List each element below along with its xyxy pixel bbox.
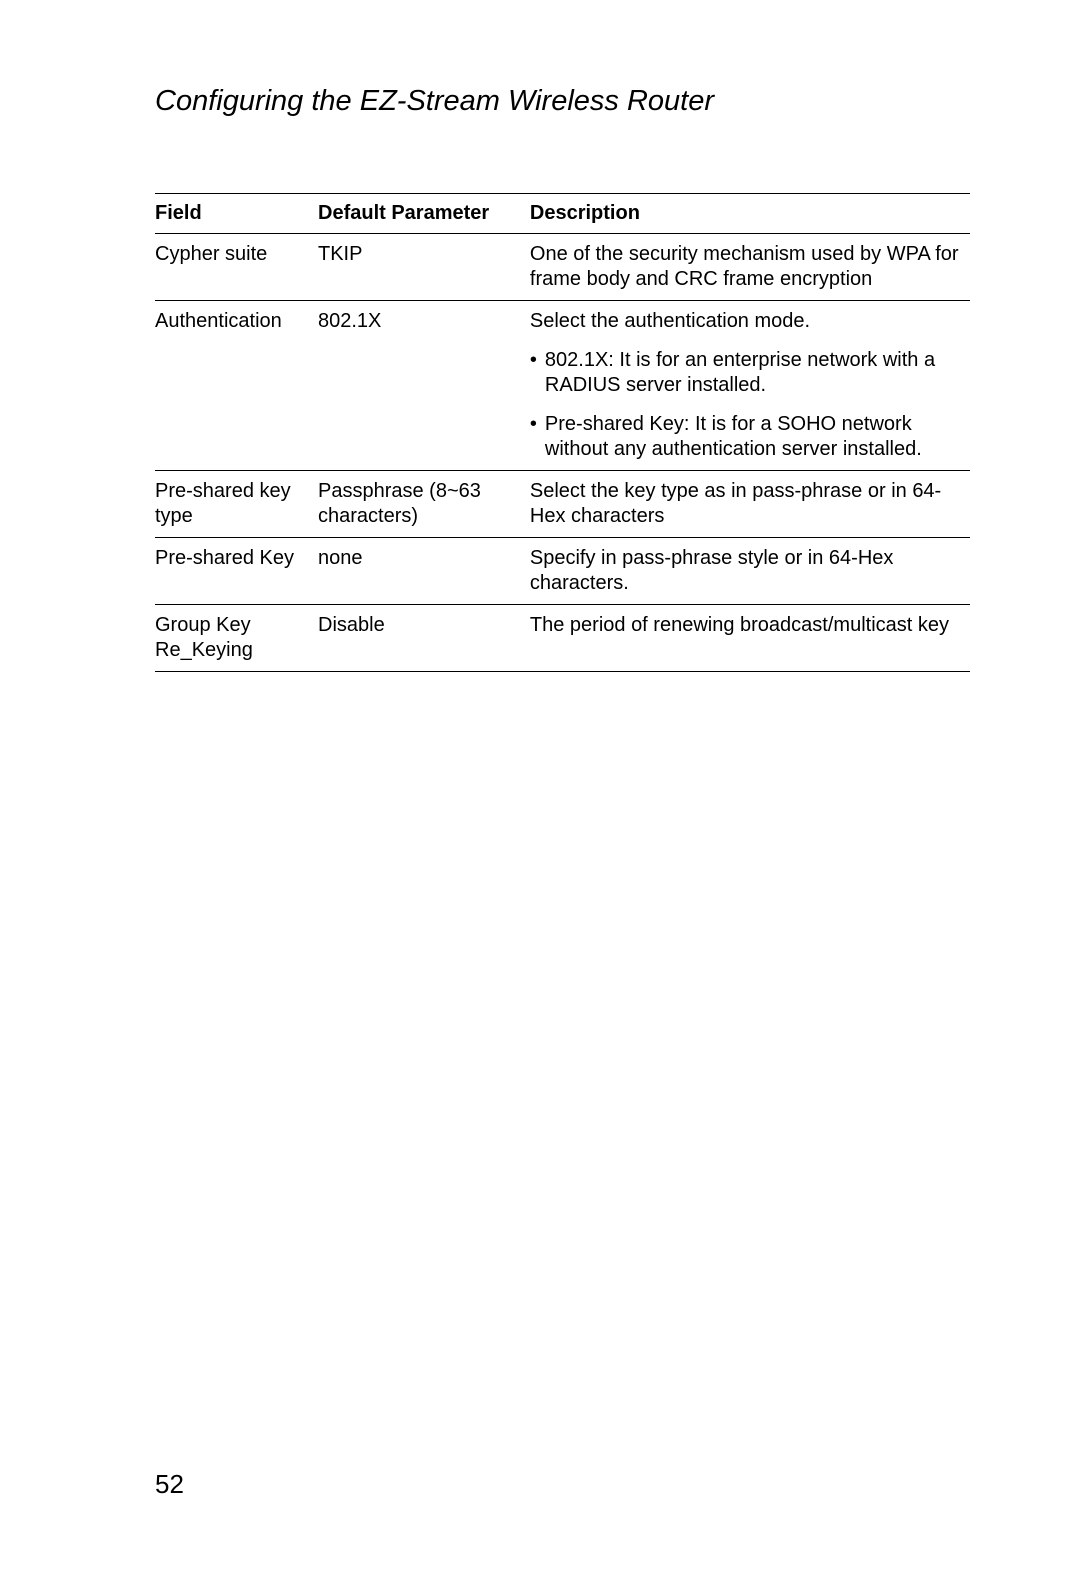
cell-field: Cypher suite — [155, 234, 318, 301]
table-row: Authentication 802.1X Select the authent… — [155, 301, 970, 471]
cell-default: none — [318, 538, 530, 605]
bullet-icon: • — [530, 412, 537, 437]
cell-default: Disable — [318, 605, 530, 672]
table-row: Cypher suite TKIP One of the security me… — [155, 234, 970, 301]
bullet-text: 802.1X: It is for an enterprise network … — [545, 348, 964, 398]
header-field: Field — [155, 194, 318, 234]
table-row: Group Key Re_Keying Disable The period o… — [155, 605, 970, 672]
cell-field: Group Key Re_Keying — [155, 605, 318, 672]
cell-default: Passphrase (8~63 characters) — [318, 471, 530, 538]
bullet-item: • 802.1X: It is for an enterprise networ… — [530, 348, 964, 398]
bullet-text: Pre-shared Key: It is for a SOHO network… — [545, 412, 964, 462]
cell-field: Pre-shared key type — [155, 471, 318, 538]
cell-default: TKIP — [318, 234, 530, 301]
table-row: Pre-shared Key none Specify in pass-phra… — [155, 538, 970, 605]
table-row: Pre-shared key type Passphrase (8~63 cha… — [155, 471, 970, 538]
cell-desc: Select the key type as in pass-phrase or… — [530, 471, 970, 538]
table-header-row: Field Default Parameter Description — [155, 194, 970, 234]
cell-desc: Select the authentication mode. • 802.1X… — [530, 301, 970, 471]
header-description: Description — [530, 194, 970, 234]
bullet-icon: • — [530, 348, 537, 373]
desc-intro: Select the authentication mode. — [530, 309, 964, 334]
page-title: Configuring the EZ-Stream Wireless Route… — [155, 85, 970, 118]
header-default: Default Parameter — [318, 194, 530, 234]
cell-default: 802.1X — [318, 301, 530, 471]
cell-desc: Specify in pass-phrase style or in 64-He… — [530, 538, 970, 605]
cell-field: Pre-shared Key — [155, 538, 318, 605]
cell-field: Authentication — [155, 301, 318, 471]
cell-desc: The period of renewing broadcast/multica… — [530, 605, 970, 672]
config-table: Field Default Parameter Description Cyph… — [155, 193, 970, 672]
bullet-item: • Pre-shared Key: It is for a SOHO netwo… — [530, 412, 964, 462]
cell-desc: One of the security mechanism used by WP… — [530, 234, 970, 301]
page-number: 52 — [155, 1469, 184, 1500]
